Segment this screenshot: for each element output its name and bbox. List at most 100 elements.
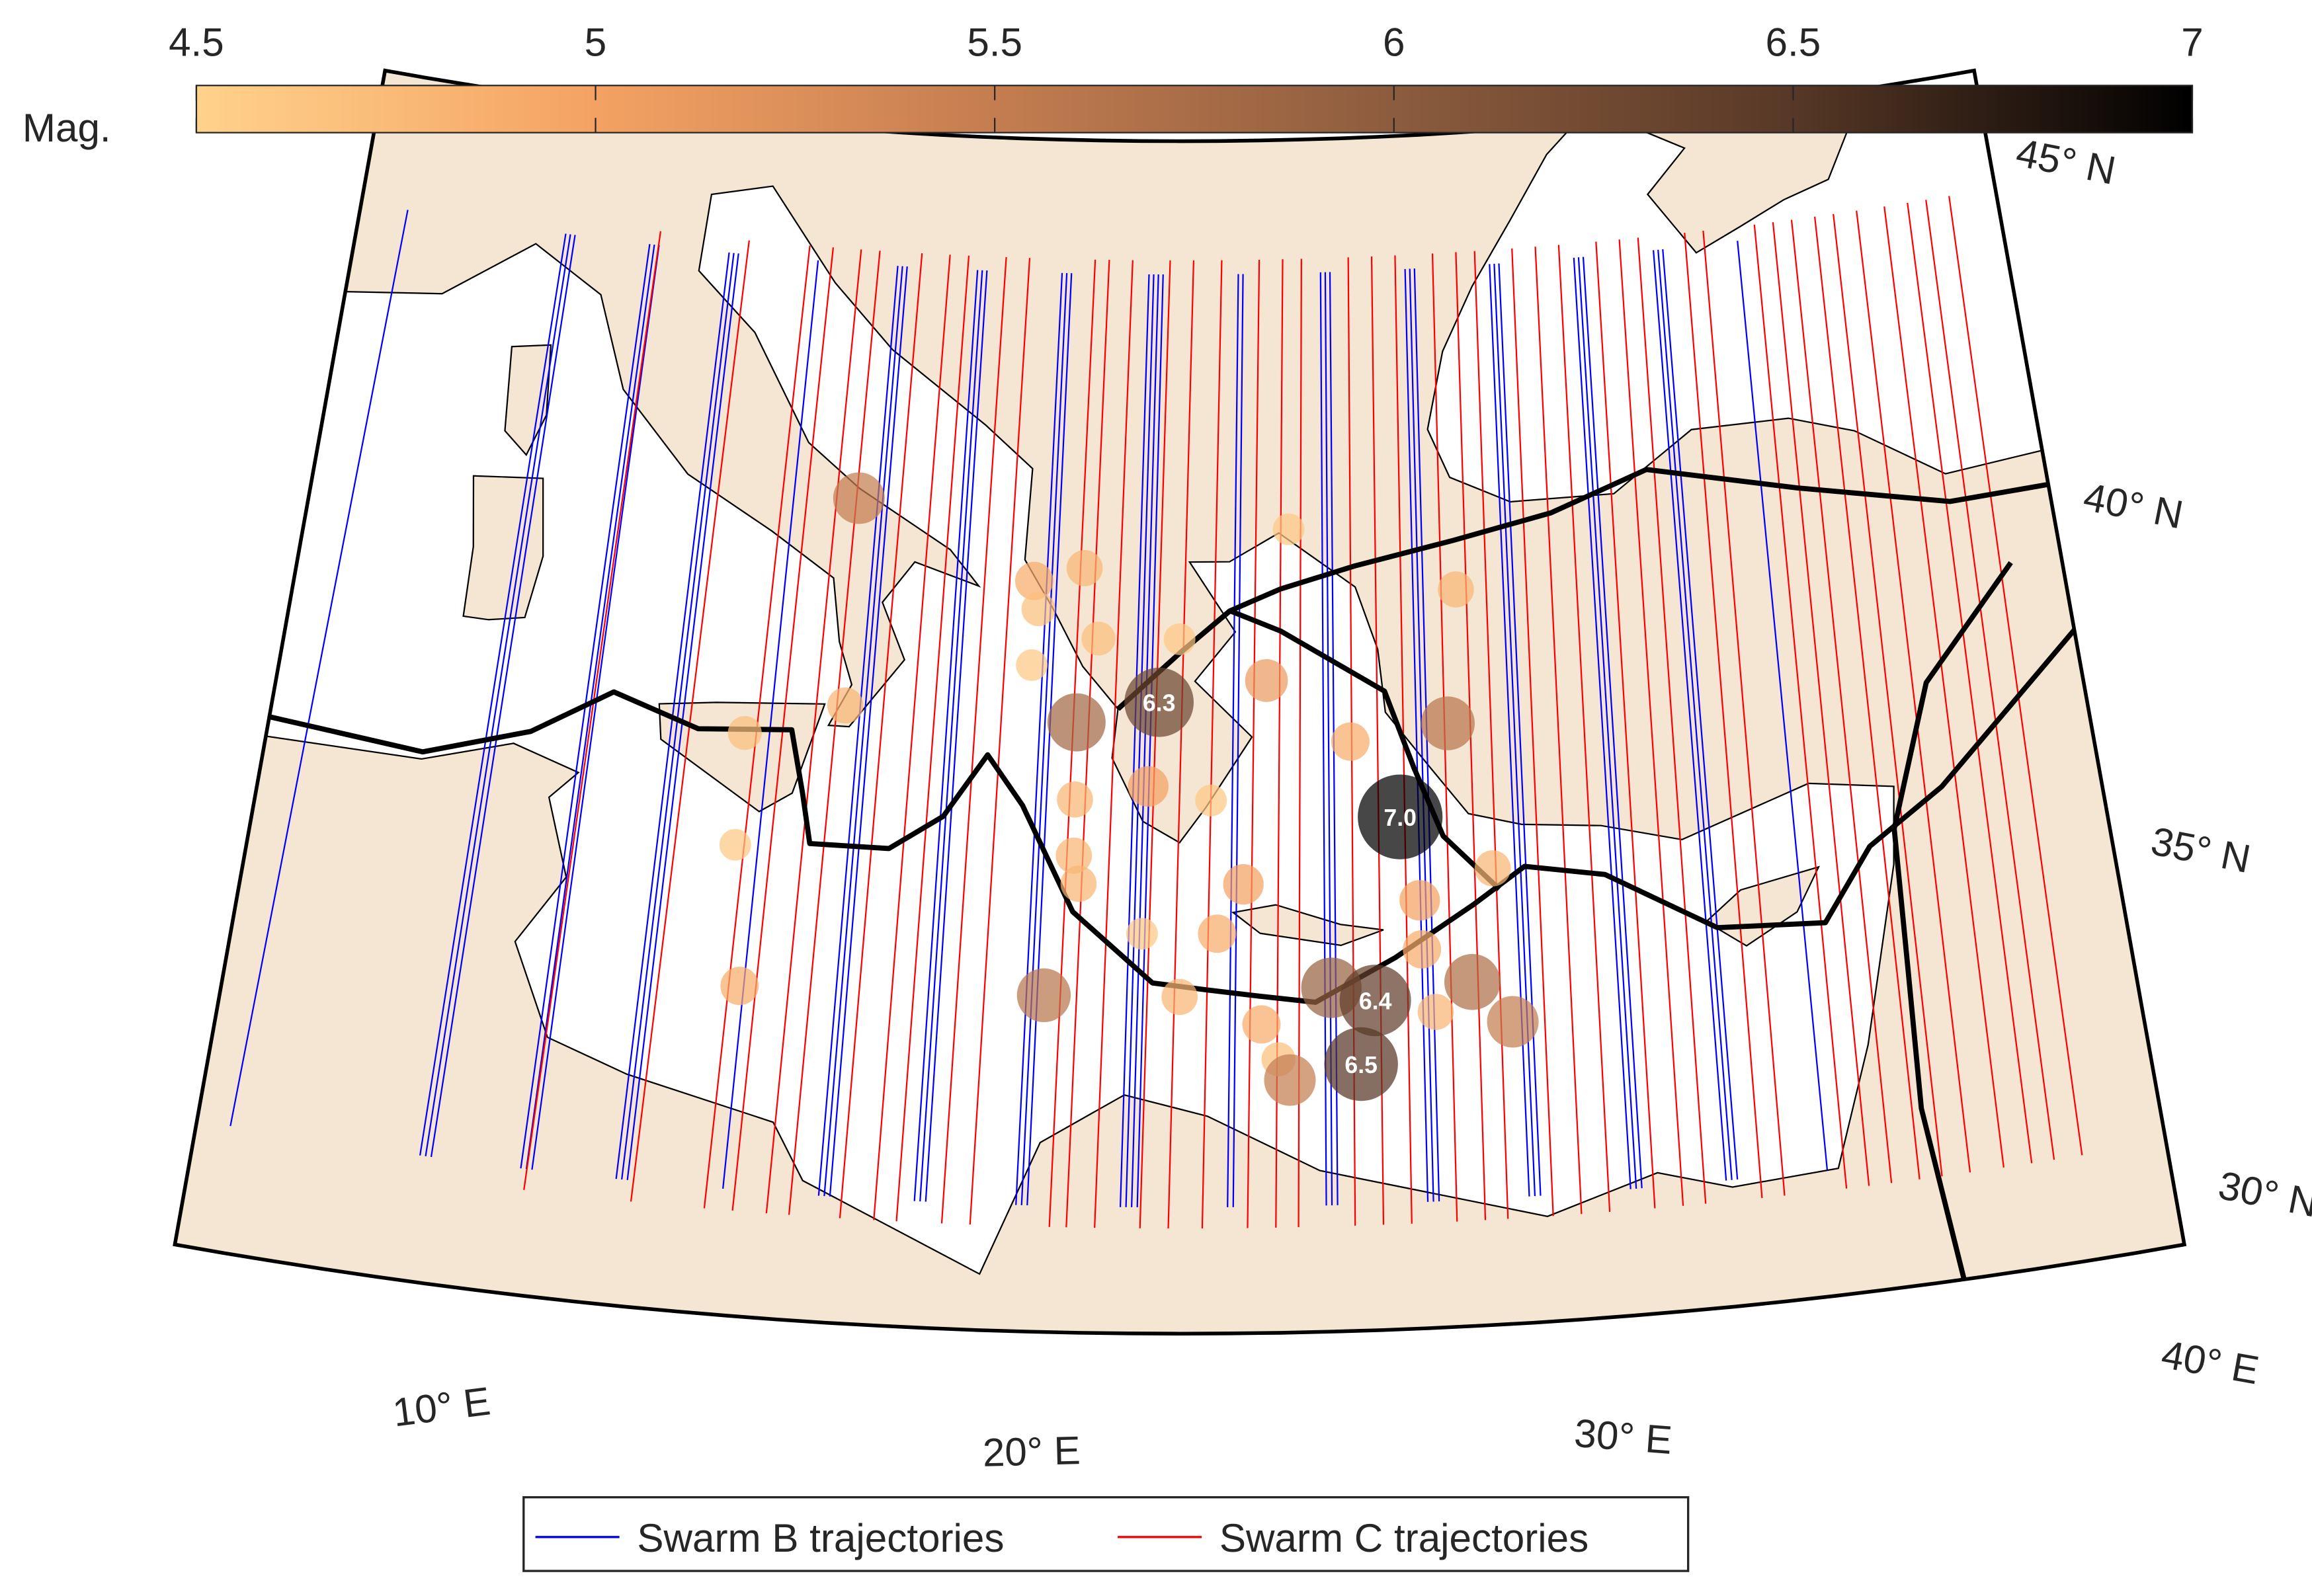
trajectory — [1534, 247, 1583, 1215]
trajectory — [1227, 274, 1239, 1207]
earthquake — [1124, 667, 1194, 737]
earthquake — [1417, 994, 1454, 1030]
colorbar-tick-label: 6.5 — [1766, 20, 1821, 65]
colorbar-tick-label: 5.5 — [967, 20, 1022, 65]
trajectory — [722, 260, 819, 1189]
earthquake — [1016, 968, 1071, 1023]
trajectory — [1119, 274, 1150, 1207]
trajectory — [1573, 257, 1631, 1189]
trajectory — [430, 235, 576, 1158]
trajectory — [919, 270, 983, 1202]
trajectory — [523, 231, 662, 1190]
island — [1231, 904, 1384, 947]
trajectory — [839, 253, 923, 1218]
earthquake — [1272, 513, 1305, 545]
island — [462, 475, 544, 621]
earthquake — [1339, 965, 1411, 1037]
trajectory — [1813, 216, 1920, 1179]
lat-label: 30° N — [2215, 1163, 2312, 1226]
trajectory — [1662, 249, 1739, 1180]
trajectory — [1856, 210, 1971, 1173]
trajectory — [1737, 241, 1829, 1170]
earthquake — [1081, 621, 1116, 656]
trajectory — [1557, 245, 1611, 1213]
trajectory — [1473, 251, 1509, 1219]
trajectory — [940, 257, 1007, 1224]
magnitude-label: 6.4 — [1359, 988, 1392, 1015]
lon-label: 10° E — [390, 1378, 493, 1435]
trajectory — [925, 270, 988, 1202]
earthquake — [719, 828, 751, 861]
trajectory — [1653, 250, 1727, 1181]
plate-boundary — [175, 577, 2120, 1005]
lon-label: 40° E — [2158, 1332, 2262, 1393]
colorbar-tick-label: 7 — [2181, 20, 2203, 65]
earthquake — [1126, 918, 1158, 950]
trajectory — [1684, 233, 1763, 1199]
earthquake — [1421, 696, 1475, 750]
colorbar — [195, 85, 2194, 134]
trajectory — [788, 251, 881, 1215]
trajectory — [873, 255, 951, 1220]
overlay: 10° E 20° E 30° E 40° E 30° N 35° N 40° N 45° N — [173, 68, 2312, 1475]
magnitude-label: 7.0 — [1383, 805, 1417, 831]
plate-boundary — [1891, 561, 2013, 1314]
trajectory — [621, 253, 735, 1180]
earthquake — [1060, 865, 1097, 902]
trajectory — [1015, 272, 1063, 1205]
trajectory — [1511, 248, 1554, 1217]
trajectory — [1577, 257, 1637, 1189]
earthquake — [1066, 550, 1103, 586]
trajectory — [1136, 274, 1164, 1208]
trajectory — [895, 255, 970, 1222]
trajectory — [969, 258, 1031, 1225]
legend — [522, 1496, 1690, 1572]
earthquake — [1487, 996, 1539, 1048]
trajectory — [1833, 214, 1943, 1177]
trajectory — [1232, 274, 1244, 1207]
lon-label: 20° E — [982, 1428, 1081, 1475]
trajectory — [1125, 274, 1155, 1207]
earthquake — [1399, 880, 1440, 921]
trajectory — [913, 270, 979, 1201]
trajectory — [1409, 268, 1434, 1202]
earthquake — [1128, 766, 1169, 807]
earthquake — [1403, 930, 1442, 969]
earthquake — [1438, 571, 1474, 608]
earthquake — [1047, 693, 1106, 752]
earthquake — [1331, 722, 1370, 761]
trajectory — [1907, 202, 2033, 1164]
earthquake — [720, 967, 759, 1006]
trajectory — [1131, 274, 1159, 1207]
earthquake — [1163, 623, 1196, 655]
earthquake — [1324, 1027, 1398, 1101]
trajectory — [1618, 239, 1684, 1206]
trajectory — [419, 233, 567, 1156]
earthquake — [1055, 837, 1093, 874]
trajectory — [1883, 206, 2004, 1168]
magnitude-label: 6.3 — [1143, 690, 1176, 717]
legend-label: Swarm C trajectories — [1219, 1516, 1589, 1560]
trajectory — [626, 253, 739, 1180]
trajectory — [630, 240, 750, 1202]
lat-label: 35° N — [2147, 818, 2254, 881]
earthquake — [1264, 1054, 1316, 1106]
trajectory — [1094, 260, 1134, 1228]
earthquake — [1242, 1005, 1281, 1044]
trajectory — [1753, 224, 1848, 1189]
plate-boundary — [1178, 467, 2098, 656]
earthquake — [1057, 781, 1093, 818]
trajectory — [1637, 237, 1707, 1204]
trajectory — [425, 234, 571, 1156]
earthquake — [1014, 561, 1053, 600]
trajectory — [1201, 260, 1223, 1229]
lon-label: 30° E — [1573, 1411, 1674, 1462]
earthquake — [1474, 850, 1511, 887]
trajectory — [1247, 259, 1260, 1228]
trajectory — [229, 210, 409, 1127]
trajectory — [1319, 272, 1327, 1206]
earthquake — [1223, 863, 1264, 905]
trajectory — [1498, 263, 1542, 1196]
magnitude-label: 6.5 — [1344, 1052, 1378, 1078]
